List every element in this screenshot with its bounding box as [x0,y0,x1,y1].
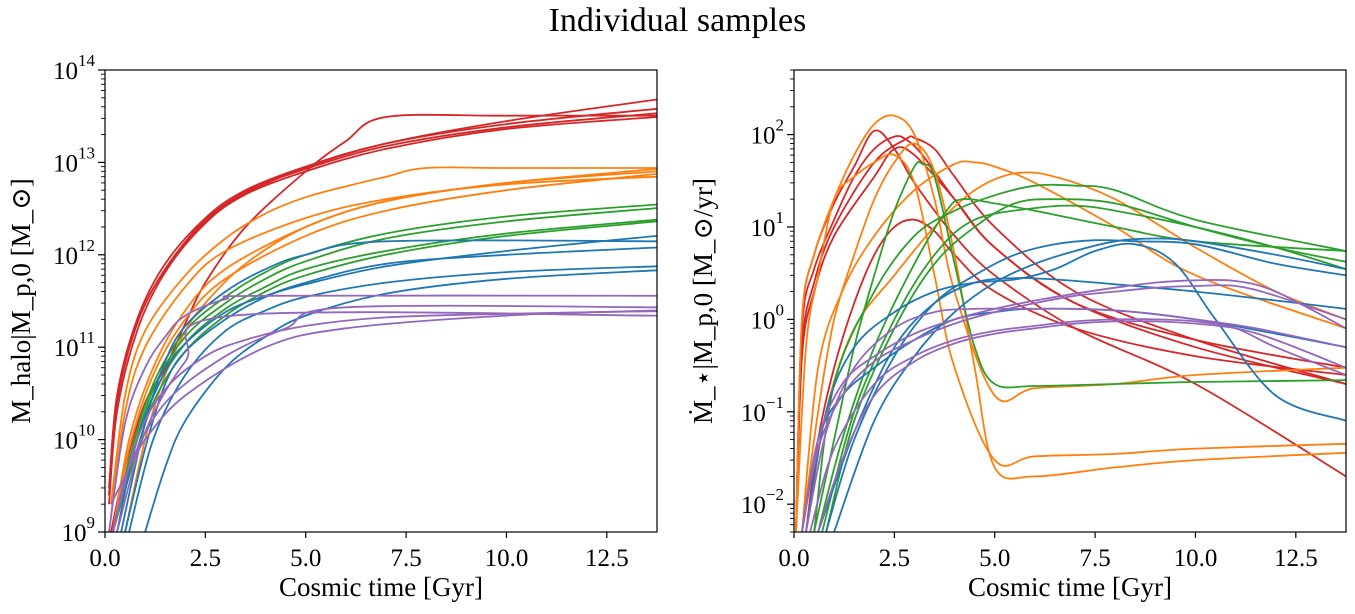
series-line-blue [825,239,1346,532]
halo-mass-panel: 0.0 2.5 5.0 7.5 10.0 12.5 109 1010 1011 1012 1013 1… [6,51,658,602]
y-axis-label: M_halo|M_p,0 [M_⊙] [6,178,36,424]
x-tick-label: 7.5 [390,545,421,572]
series-line-purple [805,307,1346,532]
x-tick-label: 12.5 [585,545,629,572]
series-line-orange [801,142,1346,532]
x-axis-label: Cosmic time [Gyr] [279,572,483,602]
y-tick-label: 102 [751,116,785,150]
series-line-blue [833,237,1346,532]
x-tick-label: 2.5 [879,545,910,572]
figure-title: Individual samples [548,2,807,39]
series-line-orange [110,175,657,516]
series-group [795,114,1346,532]
y-tick-label: 1013 [53,143,95,177]
y-tick-label: 109 [62,513,96,547]
series-line-green [813,160,1346,532]
y-tick-label: 101 [751,208,785,242]
series-line-orange [112,173,657,532]
series-line-purple [110,309,657,505]
series-line-red [110,113,657,532]
x-tick-label: 7.5 [1079,545,1110,572]
series-line-red [108,98,657,496]
sfr-panel: 0.0 2.5 5.0 7.5 10.0 12.5 10−2 10−1 100 101 102 Cos… [688,69,1347,602]
x-tick-label: 10.0 [485,545,529,572]
series-line-red [805,218,1346,532]
y-tick-label: 1012 [53,236,95,270]
x-axis-label: Cosmic time [Gyr] [968,572,1172,602]
x-tick-label: 12.5 [1274,545,1318,572]
series-line-purple [112,304,657,532]
series-line-blue [124,246,657,532]
series-group [108,98,657,532]
series-line-green [821,204,1346,532]
y-tick-label: 10−2 [741,485,784,519]
x-tick-label: 5.0 [290,545,321,572]
series-line-green [817,198,1346,532]
series-line-red [108,107,657,488]
series-line-blue [116,235,657,532]
x-tick-label: 5.0 [979,545,1010,572]
y-tick-label: 1011 [54,328,95,362]
series-line-blue [144,269,657,532]
series-line-orange [112,170,657,532]
series-line-green [112,203,657,532]
series-line-orange [801,160,1346,532]
series-line-blue [817,277,1346,532]
series-line-red [795,146,1346,532]
series-line-purple [801,284,1346,532]
plot-frame [793,69,1347,533]
y-tick-label: 1010 [53,421,95,455]
series-line-orange [110,166,657,505]
y-tick-label: 10−1 [741,393,784,427]
x-tick-label: 0.0 [89,545,120,572]
series-line-purple [817,320,1346,532]
series-line-red [795,135,1346,532]
series-line-purple [801,278,1346,532]
series-line-purple [112,310,657,532]
x-tick-label: 0.0 [778,545,809,572]
x-tick-label: 2.5 [190,545,221,572]
y-axis-label: Ṁ_⋆|M_p,0 [M_⊙/yr] [688,178,718,424]
x-tick-label: 10.0 [1174,545,1218,572]
series-line-green [813,183,1346,532]
series-line-red [108,112,657,496]
y-tick-label: 100 [751,300,785,334]
series-line-purple [116,311,657,532]
series-line-purple [108,294,657,532]
series-line-blue [120,239,657,532]
plot-frame [104,69,658,533]
series-line-green [112,207,657,532]
series-line-orange [805,171,1346,532]
y-tick-label: 1014 [53,51,96,85]
series-line-blue [805,242,1346,532]
series-line-orange [795,153,1346,532]
